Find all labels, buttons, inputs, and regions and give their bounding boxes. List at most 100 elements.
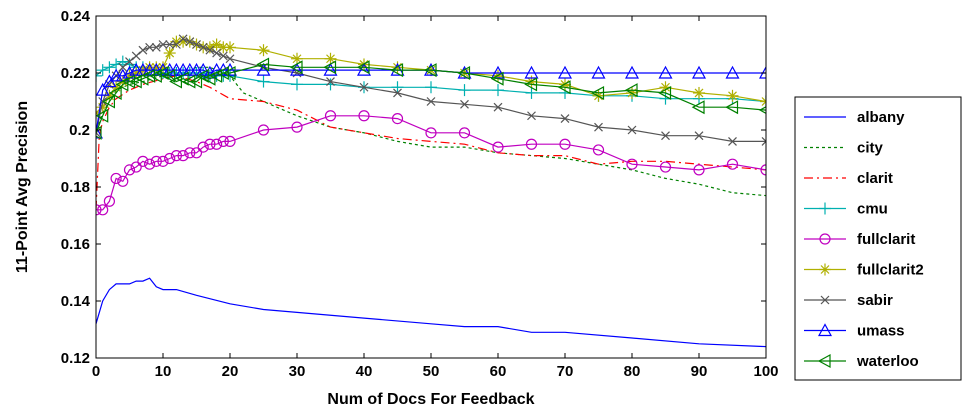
data-point-sabir <box>761 136 766 146</box>
data-point-cmu <box>458 84 471 97</box>
data-point-sabir <box>118 62 128 72</box>
data-point-cmu <box>103 61 116 74</box>
data-point-umass <box>142 62 157 76</box>
series-line-albany <box>96 277 766 348</box>
data-point-waterloo <box>658 85 672 100</box>
data-point-umass <box>490 65 506 79</box>
data-point-umass <box>182 62 197 76</box>
data-point-fullclarit <box>157 155 169 167</box>
data-point-waterloo <box>256 57 270 72</box>
data-point-waterloo <box>289 60 303 75</box>
data-point-waterloo <box>122 74 136 89</box>
data-point-waterloo <box>96 125 102 140</box>
data-point-waterloo <box>390 63 404 78</box>
data-point-fullclarit <box>224 135 236 147</box>
data-point-fullclarit <box>123 164 136 176</box>
data-point-fullclarit <box>659 161 672 173</box>
data-point-sabir <box>225 54 235 64</box>
data-point-waterloo <box>222 65 236 81</box>
data-point-umass <box>591 65 606 79</box>
data-point-waterloo <box>591 85 605 100</box>
data-point-sabir <box>728 136 737 146</box>
data-point-fullclarit <box>324 110 337 122</box>
data-point-fullclarit <box>693 164 705 176</box>
data-point-fullclarit <box>204 138 216 150</box>
x-tick-label: 70 <box>557 363 574 380</box>
series-city <box>96 66 766 197</box>
data-point-waterloo <box>182 74 196 89</box>
y-tick-label: 0.24 <box>61 8 91 25</box>
data-point-fullclarit <box>197 141 209 153</box>
data-point-fullclarit <box>130 161 142 173</box>
axis-layer: 0 10 20 30 40 50 60 70 80 90 100 0.12 0.14 0.16 0.18 0.… <box>61 8 779 380</box>
series-line-waterloo <box>96 63 766 134</box>
legend-marker-sabir <box>820 295 830 305</box>
data-point-fullclarit <box>150 155 162 167</box>
data-point-waterloo <box>102 94 116 109</box>
series-line-umass <box>96 69 766 133</box>
data-point-fullclarit <box>291 121 303 133</box>
data-point-sabir <box>192 40 201 49</box>
data-point-umass <box>222 62 238 76</box>
y-tick-label: 0.14 <box>61 293 91 310</box>
legend-marker-fullclarit2 <box>819 263 831 276</box>
legend-label-umass: umass <box>857 323 905 340</box>
data-point-fullclarit <box>257 124 270 136</box>
x-tick-label: 20 <box>222 363 239 380</box>
y-tick-label: 0.12 <box>61 350 90 367</box>
data-point-fullclarit2 <box>693 86 705 99</box>
series-line-clarit <box>96 75 766 210</box>
x-tick-label: 0 <box>92 363 100 380</box>
data-point-sabir <box>661 131 670 141</box>
series-line-city <box>96 66 766 197</box>
data-point-sabir <box>178 34 188 44</box>
series-fullclarit <box>96 110 766 216</box>
data-point-fullclarit <box>137 155 149 167</box>
legend-label-sabir: sabir <box>857 292 893 309</box>
data-point-fullclarit2 <box>291 52 303 65</box>
data-point-umass <box>155 62 171 76</box>
data-point-umass <box>658 65 673 79</box>
data-point-umass <box>323 62 338 76</box>
data-point-fullclarit2 <box>760 95 766 108</box>
legend-label-waterloo: waterloo <box>856 353 919 370</box>
data-point-sabir <box>138 45 148 55</box>
data-point-fullclarit <box>110 172 122 185</box>
data-point-sabir <box>359 82 369 92</box>
data-point-sabir <box>527 111 536 121</box>
data-point-waterloo <box>142 68 156 83</box>
data-point-sabir <box>185 37 195 47</box>
data-point-fullclarit <box>559 138 571 150</box>
data-point-fullclarit <box>726 158 739 170</box>
legend-label-cmu: cmu <box>857 201 888 218</box>
data-point-cmu <box>391 81 404 94</box>
series-umass <box>96 62 766 139</box>
data-point-fullclarit <box>211 138 223 150</box>
legend-marker-cmu <box>819 202 831 215</box>
y-axis-label: 11-Point Avg Precision <box>14 101 31 273</box>
data-point-cmu <box>257 75 270 88</box>
y-tick-label: 0.18 <box>61 179 90 196</box>
data-point-umass <box>96 125 104 139</box>
data-point-cmu <box>525 86 538 99</box>
data-point-fullclarit <box>358 110 370 122</box>
legend-label-fullclarit: fullclarit <box>857 231 915 248</box>
data-point-sabir <box>326 77 335 86</box>
data-point-fullclarit2 <box>324 52 337 65</box>
data-point-cmu <box>291 78 303 91</box>
data-point-sabir <box>493 102 503 112</box>
data-point-sabir <box>145 42 155 52</box>
data-point-waterloo <box>490 71 504 86</box>
data-point-fullclarit <box>760 164 766 176</box>
data-point-fullclarit <box>117 175 129 187</box>
data-point-fullclarit2 <box>163 47 176 60</box>
legend-marker-waterloo <box>817 353 831 369</box>
data-point-sabir <box>151 42 161 52</box>
data-point-fullclarit <box>164 152 176 165</box>
data-point-fullclarit <box>190 147 203 159</box>
data-point-umass <box>691 65 707 79</box>
x-tick-label: 60 <box>490 363 507 380</box>
data-point-fullclarit <box>626 158 638 170</box>
data-point-umass <box>109 68 124 82</box>
